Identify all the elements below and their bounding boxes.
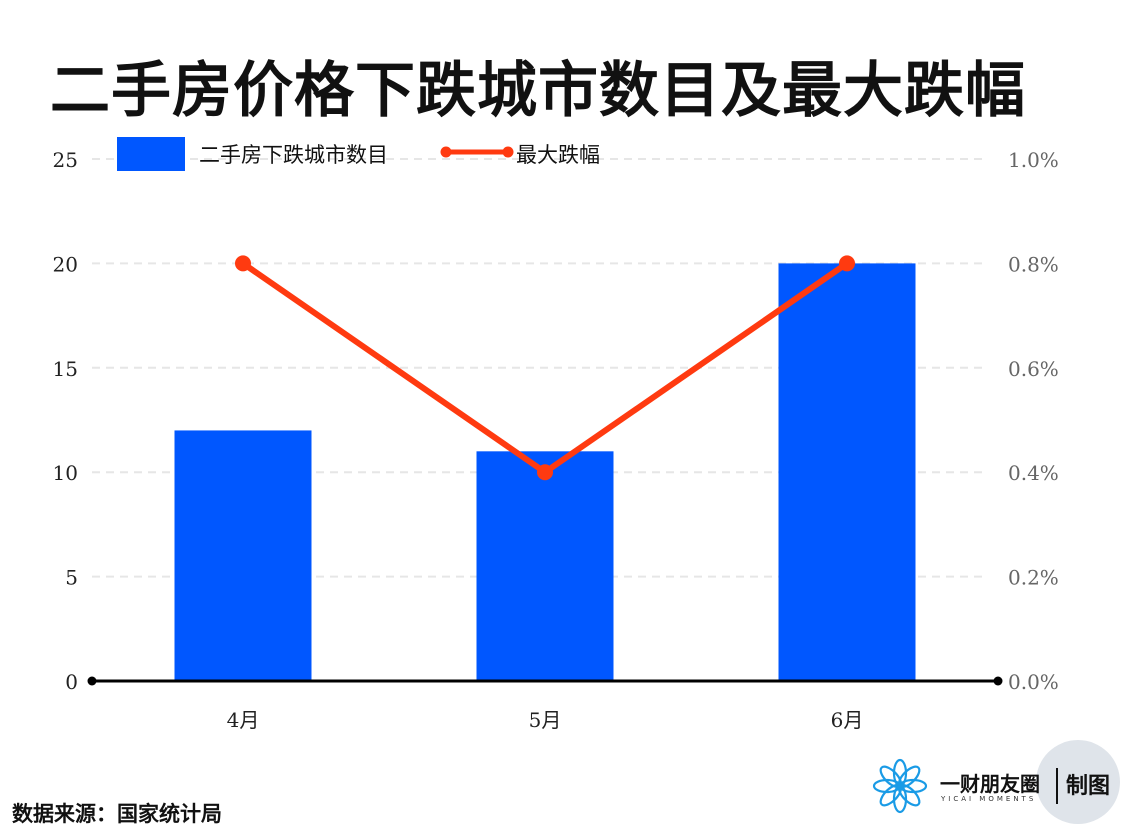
axis-end-dot	[87, 676, 97, 686]
legend: 二手房下跌城市数目 最大跌幅	[117, 137, 600, 171]
legend-line-dot	[440, 146, 452, 158]
y-left-tick-label: 0	[65, 670, 78, 694]
tick-labels: 0 0.0% 5 0.2% 10 0.4% 15 0.6% 20 0.8% 25 1.0% 4月 5月 6月	[53, 148, 1059, 732]
legend-bar-label: 二手房下跌城市数目	[199, 143, 388, 167]
y-right-tick-label: 0.0%	[1008, 670, 1059, 694]
y-left-tick-label: 10	[53, 461, 78, 485]
x-axis	[87, 676, 1003, 686]
y-right-tick-label: 0.6%	[1008, 357, 1059, 381]
y-left-tick-label: 5	[65, 566, 78, 590]
bar	[778, 263, 916, 681]
yicai-flower-icon	[872, 758, 928, 814]
bar-series	[174, 263, 916, 681]
line-series	[235, 255, 855, 481]
bar	[174, 430, 312, 681]
chart-title: 二手房价格下跌城市数目及最大跌幅	[50, 56, 1026, 126]
y-right-tick-label: 0.8%	[1008, 252, 1059, 276]
logo-badge	[1036, 740, 1120, 824]
y-left-tick-label: 15	[53, 357, 78, 381]
brand-subtitle: YICAI MOMENTS	[941, 795, 1037, 803]
line-point	[537, 464, 553, 481]
line-point	[235, 255, 251, 272]
x-tick-label: 6月	[831, 708, 864, 732]
line-point	[839, 255, 855, 272]
y-right-tick-label: 1.0%	[1008, 148, 1059, 172]
x-tick-label: 4月	[227, 708, 260, 732]
y-left-tick-label: 25	[53, 148, 78, 172]
brand-separator	[1056, 768, 1058, 804]
y-right-tick-label: 0.2%	[1008, 566, 1059, 590]
legend-bar-swatch	[117, 137, 185, 171]
axis-end-dot	[993, 676, 1003, 686]
brand-made-label: 制图	[1066, 774, 1111, 799]
y-left-tick-label: 20	[53, 252, 78, 276]
brand-name: 一财朋友圈	[940, 772, 1040, 796]
y-right-tick-label: 0.4%	[1008, 461, 1059, 485]
data-source-note: 数据来源：国家统计局	[12, 802, 222, 826]
legend-line-label: 最大跌幅	[516, 143, 600, 167]
x-tick-label: 5月	[529, 708, 562, 732]
legend-line-dot	[502, 146, 514, 158]
bar	[476, 451, 614, 681]
